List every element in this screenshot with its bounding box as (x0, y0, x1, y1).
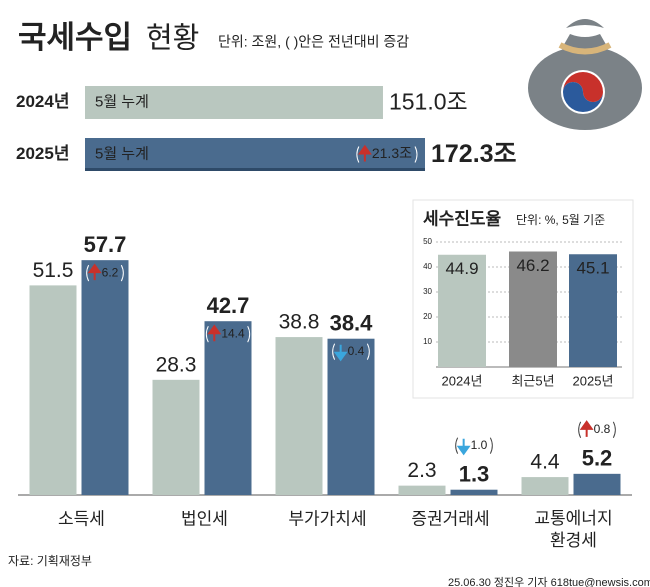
money-bag-icon (528, 19, 642, 130)
value-label: 51.5 (33, 259, 74, 282)
change-arrow (207, 324, 222, 342)
inset-title: 세수진도율 (423, 209, 502, 228)
bar (569, 254, 617, 367)
value-label: 28.3 (156, 353, 197, 376)
bar (204, 321, 252, 495)
paren (489, 437, 493, 454)
bar (85, 86, 383, 119)
change-label: 1.0 (471, 438, 488, 452)
inset-subtitle: 단위: %, 5월 기준 (516, 213, 605, 227)
paren (247, 325, 251, 343)
paren (332, 343, 336, 360)
credit: 25.06.30 정진우 기자 618tue@newsis.com (448, 576, 650, 587)
value-label: 38.4 (330, 311, 374, 336)
value-label: 172.3조 (431, 140, 517, 168)
value-label: 44.9 (445, 259, 478, 278)
y-tick-label: 30 (423, 287, 432, 296)
bar (327, 338, 375, 495)
bar-label: 5월 누계 (95, 93, 149, 110)
bar (152, 379, 200, 495)
y-tick-label: 10 (423, 337, 432, 346)
bar-label: 5월 누계 (95, 145, 149, 162)
x-tick-label: 교통에너지 환경세 (534, 509, 612, 550)
source: 자료: 기획재정부 (8, 554, 92, 568)
change-arrow (456, 438, 471, 456)
value-label: 5.2 (582, 446, 613, 471)
bar (509, 251, 557, 367)
change-label: 21.3조 (372, 145, 412, 161)
bar (438, 254, 486, 367)
bar (275, 337, 323, 495)
value-label: 57.7 (84, 232, 127, 257)
y-tick-label: 40 (423, 262, 432, 271)
change-arrow (357, 144, 372, 162)
paren (578, 421, 582, 439)
x-tick-label: 소득세 (58, 509, 105, 528)
paren (612, 421, 616, 439)
change-arrow (333, 344, 348, 362)
bar-underline (85, 168, 425, 171)
x-tick-label: 2024년 (442, 373, 483, 388)
bar (521, 477, 569, 495)
bar (573, 473, 621, 495)
paren (86, 264, 90, 282)
paren (120, 264, 124, 282)
paren (455, 437, 459, 454)
change-label: 6.2 (102, 265, 119, 279)
value-label: 151.0조 (389, 89, 468, 115)
x-tick-label: 법인세 (181, 509, 228, 528)
row-label: 2025년 (16, 144, 69, 163)
title: 국세수입 (18, 20, 132, 55)
value-label: 46.2 (516, 256, 549, 275)
unit-note: 단위: 조원, ( )안은 전년대비 증감 (218, 34, 409, 50)
value-label: 4.4 (530, 451, 560, 474)
change-arrow (579, 420, 594, 437)
change-arrow (87, 263, 102, 281)
y-tick-label: 20 (423, 312, 432, 321)
value-label: 38.8 (279, 311, 320, 334)
x-tick-label: 2025년 (573, 373, 614, 388)
bar (450, 489, 498, 495)
paren (356, 146, 360, 163)
value-label: 2.3 (407, 459, 436, 482)
value-label: 42.7 (207, 293, 250, 318)
row-label: 2024년 (16, 92, 69, 111)
change-label: 0.4 (348, 344, 365, 358)
paren (366, 343, 370, 360)
x-tick-label: 최근5년 (511, 373, 554, 388)
x-tick-label: 증권거래세 (411, 509, 489, 528)
paren (205, 325, 209, 343)
change-label: 0.8 (594, 422, 611, 436)
value-label: 1.3 (459, 462, 490, 487)
bar (398, 485, 446, 495)
x-tick-label: 부가가치세 (288, 509, 366, 528)
bar (81, 260, 129, 495)
paren (414, 146, 418, 163)
change-label: 14.4 (221, 326, 245, 340)
value-label: 45.1 (576, 259, 609, 278)
bar (29, 285, 77, 495)
title-suffix: 현황 (146, 22, 199, 55)
y-tick-label: 50 (423, 237, 432, 246)
